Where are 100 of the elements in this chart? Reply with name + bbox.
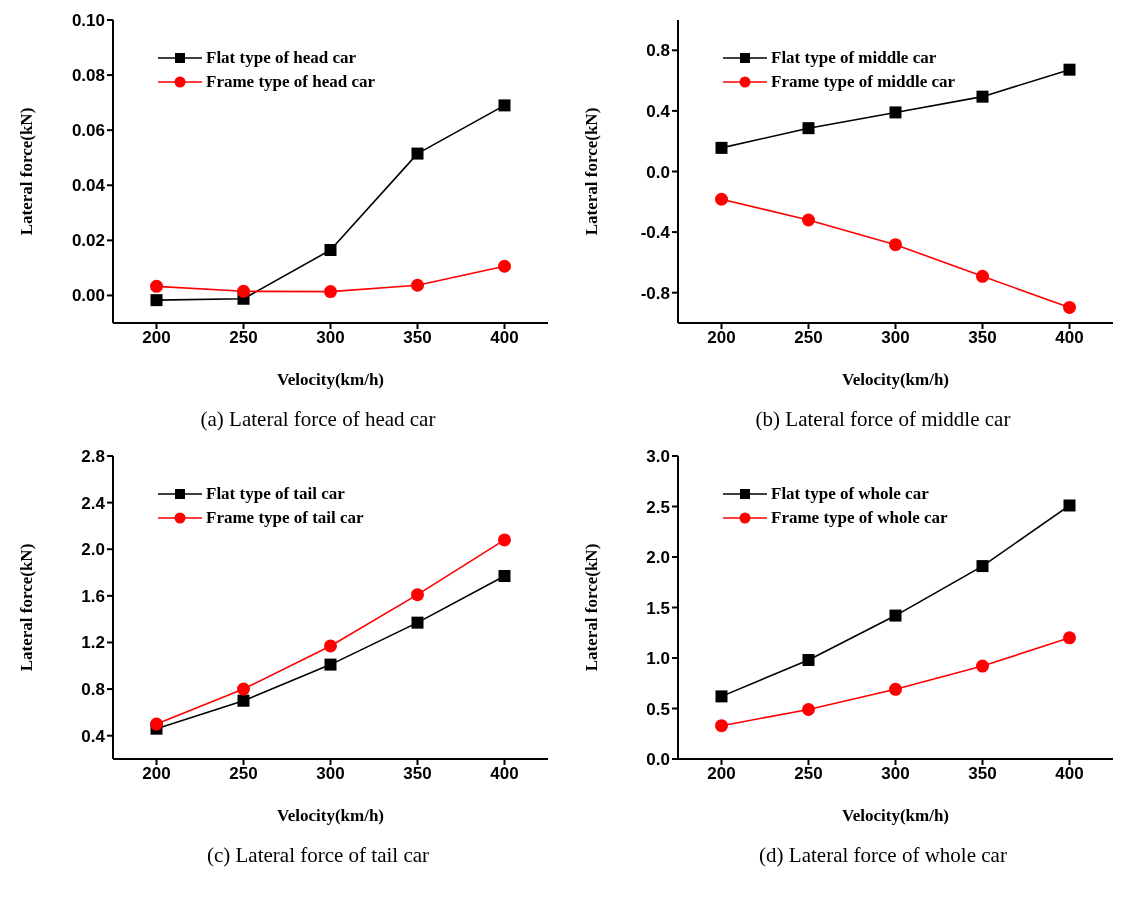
point bbox=[324, 285, 337, 299]
x-tick-label: 200 bbox=[142, 328, 171, 348]
y-tick-label: 0.00 bbox=[71, 286, 105, 306]
point bbox=[498, 570, 511, 583]
x-tick-label: 400 bbox=[1055, 764, 1084, 784]
point bbox=[976, 659, 989, 673]
y-tick-label: 0.04 bbox=[71, 176, 106, 196]
text: (b) Lateral force of middle car bbox=[754, 407, 1012, 432]
legend-label: Frame type of tail car bbox=[206, 508, 364, 528]
x-tick-label: 350 bbox=[968, 328, 997, 348]
x-tick-label: 250 bbox=[229, 328, 258, 348]
x-tick-label: 400 bbox=[490, 328, 519, 348]
y-axis-title: Lateral force(kN) bbox=[582, 107, 602, 236]
x-tick-label: 200 bbox=[707, 328, 736, 348]
y-tick-label: 2.0 bbox=[81, 540, 105, 560]
point bbox=[324, 244, 337, 257]
text: (a) Lateral force of head car bbox=[199, 407, 437, 432]
point bbox=[802, 703, 815, 717]
y-tick-label: 2.8 bbox=[81, 447, 105, 467]
legend-label: Frame type of head car bbox=[206, 72, 376, 92]
point bbox=[498, 533, 511, 547]
point bbox=[411, 278, 424, 292]
point bbox=[802, 122, 815, 135]
y-tick-label: 0.4 bbox=[646, 101, 671, 121]
x-tick-label: 200 bbox=[142, 764, 171, 784]
y-tick-label: 0.10 bbox=[71, 11, 105, 31]
point bbox=[715, 141, 728, 154]
y-tick-label: 0.5 bbox=[646, 699, 670, 719]
y-tick-label: 2.4 bbox=[81, 493, 106, 513]
point bbox=[498, 259, 511, 273]
point bbox=[237, 284, 250, 298]
legend-label: Frame type of middle car bbox=[771, 72, 956, 92]
x-tick-label: 300 bbox=[881, 328, 910, 348]
y-axis-title: Lateral force(kN) bbox=[17, 107, 37, 236]
x-tick-label: 350 bbox=[968, 764, 997, 784]
y-tick-label: 0.02 bbox=[71, 231, 105, 251]
legend-label: Flat type of tail car bbox=[206, 484, 345, 504]
point bbox=[324, 639, 337, 653]
x-tick-label: 300 bbox=[316, 764, 345, 784]
y-axis-title: Lateral force(kN) bbox=[17, 543, 37, 672]
y-tick-label: 2.0 bbox=[646, 548, 670, 568]
point bbox=[150, 294, 163, 307]
point bbox=[976, 269, 989, 283]
point bbox=[802, 654, 815, 667]
point bbox=[237, 694, 250, 707]
text: (c) Lateral force of tail car bbox=[205, 843, 431, 868]
point bbox=[889, 682, 902, 696]
x-axis-title: Velocity(km/h) bbox=[276, 370, 385, 389]
y-tick-label: 1.5 bbox=[646, 598, 670, 618]
y-tick-label: 1.0 bbox=[646, 649, 670, 669]
point bbox=[411, 588, 424, 602]
point bbox=[1063, 631, 1076, 645]
y-tick-label: 1.2 bbox=[81, 633, 105, 653]
x-tick-label: 400 bbox=[490, 764, 519, 784]
text: (d) Lateral force of whole car bbox=[758, 843, 1008, 868]
y-tick-label: 2.5 bbox=[646, 497, 670, 517]
y-tick-label: 3.0 bbox=[646, 447, 670, 467]
y-tick-label: 0.8 bbox=[81, 680, 105, 700]
point bbox=[1063, 499, 1076, 512]
point bbox=[976, 560, 989, 573]
x-tick-label: 250 bbox=[794, 764, 823, 784]
y-tick-label: 0.4 bbox=[81, 726, 106, 746]
x-tick-label: 250 bbox=[794, 328, 823, 348]
point bbox=[715, 719, 728, 733]
y-tick-label: -0.4 bbox=[640, 223, 671, 243]
point bbox=[715, 690, 728, 703]
point bbox=[976, 90, 989, 103]
x-tick-label: 250 bbox=[229, 764, 258, 784]
x-tick-label: 350 bbox=[403, 328, 432, 348]
point bbox=[889, 106, 902, 119]
y-tick-label: 0.8 bbox=[646, 41, 670, 61]
point bbox=[1063, 300, 1076, 314]
point bbox=[411, 147, 424, 160]
x-tick-label: 300 bbox=[881, 764, 910, 784]
x-tick-label: 200 bbox=[707, 764, 736, 784]
y-axis-title: Lateral force(kN) bbox=[582, 543, 602, 672]
point bbox=[237, 682, 250, 696]
point bbox=[324, 658, 337, 671]
point bbox=[498, 99, 511, 112]
legend-label: Flat type of head car bbox=[206, 48, 357, 68]
point bbox=[150, 717, 163, 731]
legend-label: Frame type of whole car bbox=[771, 508, 948, 528]
point bbox=[889, 238, 902, 252]
y-tick-label: 0.0 bbox=[646, 162, 670, 182]
point bbox=[889, 609, 902, 622]
y-tick-label: 0.08 bbox=[71, 66, 105, 86]
point bbox=[150, 279, 163, 293]
point bbox=[715, 192, 728, 206]
point bbox=[411, 616, 424, 629]
legend-label: Flat type of middle car bbox=[771, 48, 937, 68]
y-tick-label: 0.06 bbox=[71, 121, 105, 141]
x-axis-title: Velocity(km/h) bbox=[841, 806, 950, 825]
x-axis-title: Velocity(km/h) bbox=[841, 370, 950, 389]
x-tick-label: 300 bbox=[316, 328, 345, 348]
x-tick-label: 350 bbox=[403, 764, 432, 784]
x-tick-label: 400 bbox=[1055, 328, 1084, 348]
point bbox=[802, 213, 815, 227]
y-tick-label: 1.6 bbox=[81, 586, 105, 606]
y-tick-label: -0.8 bbox=[640, 283, 670, 303]
y-tick-label: 0.0 bbox=[646, 750, 670, 770]
